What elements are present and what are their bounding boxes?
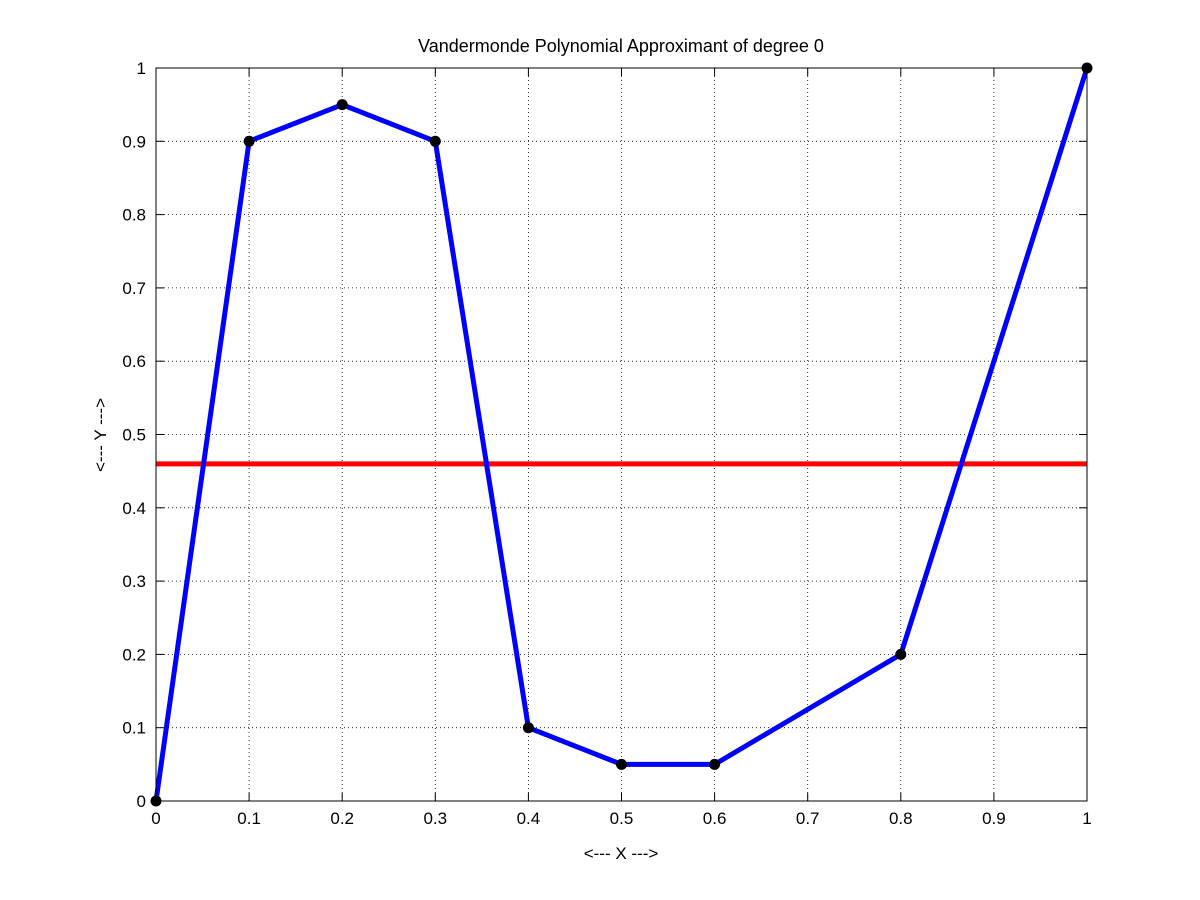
data-point xyxy=(522,722,534,734)
data-point xyxy=(616,758,627,770)
y-tick-label: 0.4 xyxy=(122,499,146,518)
x-tick-label: 1 xyxy=(1082,809,1091,828)
x-tick-label: 0.1 xyxy=(237,809,261,828)
y-axis-label: <--- Y ---> xyxy=(91,398,110,472)
y-tick-label: 0 xyxy=(137,792,146,811)
y-tick-label: 0.7 xyxy=(122,279,146,298)
y-tick-label: 0.6 xyxy=(122,352,146,371)
tick-labels: 0 0.1 0.2 0.3 0.4 0.5 0.6 0.7 0.8 0.9 1 0 0.1 0.2 0.3 0… xyxy=(122,59,1091,828)
plot-area xyxy=(156,68,1087,801)
chart-title: Vandermonde Polynomial Approximant of de… xyxy=(418,36,824,56)
x-tick-label: 0.6 xyxy=(703,809,727,828)
x-tick-label: 0.8 xyxy=(889,809,913,828)
x-tick-label: 0.4 xyxy=(517,809,541,828)
x-tick-label: 0.3 xyxy=(423,809,447,828)
y-tick-label: 0.3 xyxy=(122,572,146,591)
ticks xyxy=(155,67,1088,802)
x-tick-label: 0.7 xyxy=(796,809,820,828)
y-tick-label: 1 xyxy=(137,59,146,78)
y-tick-label: 0.9 xyxy=(122,132,146,151)
y-tick-label: 0.1 xyxy=(122,719,146,738)
x-tick-label: 0 xyxy=(151,809,160,828)
data-point xyxy=(243,135,255,147)
data-point xyxy=(336,99,348,111)
x-axis-label: <--- X ---> xyxy=(584,844,659,863)
y-tick-label: 0.8 xyxy=(122,206,146,225)
x-tick-label: 0.2 xyxy=(330,809,354,828)
data-point xyxy=(709,758,721,770)
x-tick-label: 0.9 xyxy=(982,809,1006,828)
data-point xyxy=(895,648,907,660)
y-tick-label: 0.5 xyxy=(122,426,146,445)
y-tick-label: 0.2 xyxy=(122,645,146,664)
data-point xyxy=(429,135,441,147)
x-tick-label: 0.5 xyxy=(610,809,634,828)
